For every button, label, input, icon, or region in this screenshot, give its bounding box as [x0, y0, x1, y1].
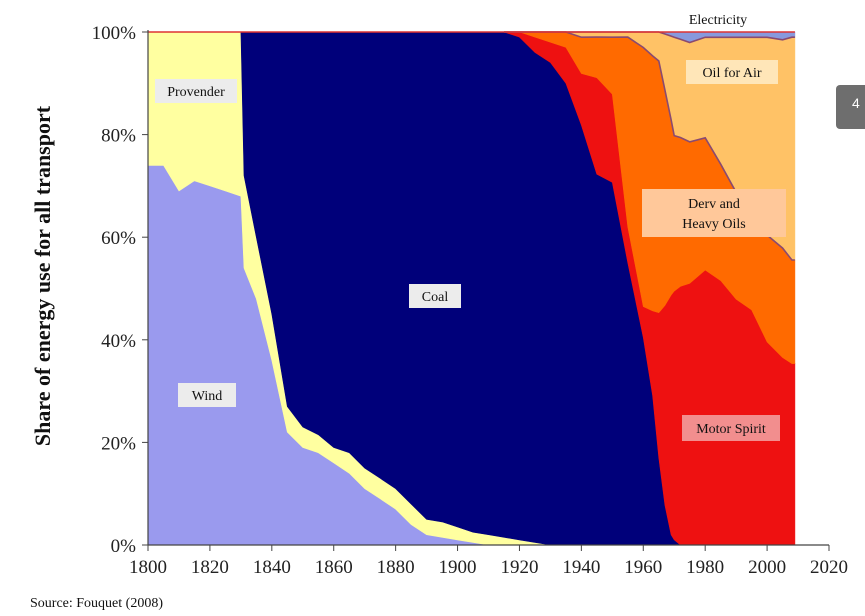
area-label-provender: Provender	[167, 85, 225, 100]
label-box-derv-and-heavy-oils	[642, 189, 786, 237]
x-tick-label: 2020	[810, 557, 848, 578]
slide-number-tab[interactable]: 4	[836, 85, 865, 129]
x-tick-label: 1920	[500, 557, 538, 578]
area-label-motor-spirit: Motor Spirit	[696, 422, 766, 437]
area-labels: Provender Wind Coal Oil for Air Derv and Heav…	[155, 13, 786, 441]
x-tick-label: 1840	[253, 557, 291, 578]
area-label-coal: Coal	[422, 290, 449, 305]
area-label-derv-and-heavy-oils: Derv and	[688, 197, 740, 212]
y-axis-label: Share of energy use for all transport	[30, 105, 55, 446]
label-box-coal	[409, 284, 461, 308]
x-tick-label: 2000	[748, 557, 786, 578]
area-label-wind: Wind	[192, 389, 223, 404]
area-label-electricity: Electricity	[689, 13, 747, 28]
x-tick-label: 1960	[624, 557, 662, 578]
x-tick-label: 1860	[315, 557, 353, 578]
y-tick-label: 60%	[101, 228, 136, 249]
area-layer	[147, 31, 796, 546]
axes: 1800 1820 1840 1860 1880 1900 1920 1940 1960 1980…	[92, 23, 848, 578]
x-tick-label: 1880	[377, 557, 415, 578]
label-box-wind	[178, 383, 236, 407]
y-tick-label: 40%	[101, 331, 136, 352]
label-box-motor-spirit	[682, 415, 780, 441]
label-box-provender	[155, 79, 237, 103]
y-tick-label: 80%	[101, 126, 136, 147]
x-tick-label: 1820	[191, 557, 229, 578]
y-tick-label: 20%	[101, 433, 136, 454]
source-note: Source: Fouquet (2008)	[30, 596, 163, 611]
x-tick-label: 1980	[686, 557, 724, 578]
x-tick-label: 1900	[439, 557, 477, 578]
area-label-derv-and-heavy-oils: Heavy Oils	[682, 217, 745, 232]
area-label-oil-for-air: Oil for Air	[702, 66, 761, 81]
y-tick-label: 100%	[92, 23, 137, 44]
x-tick-label: 1940	[562, 557, 600, 578]
y-tick-label: 0%	[111, 536, 137, 557]
label-box-oil-for-air	[686, 60, 778, 84]
x-tick-label: 1800	[129, 557, 167, 578]
